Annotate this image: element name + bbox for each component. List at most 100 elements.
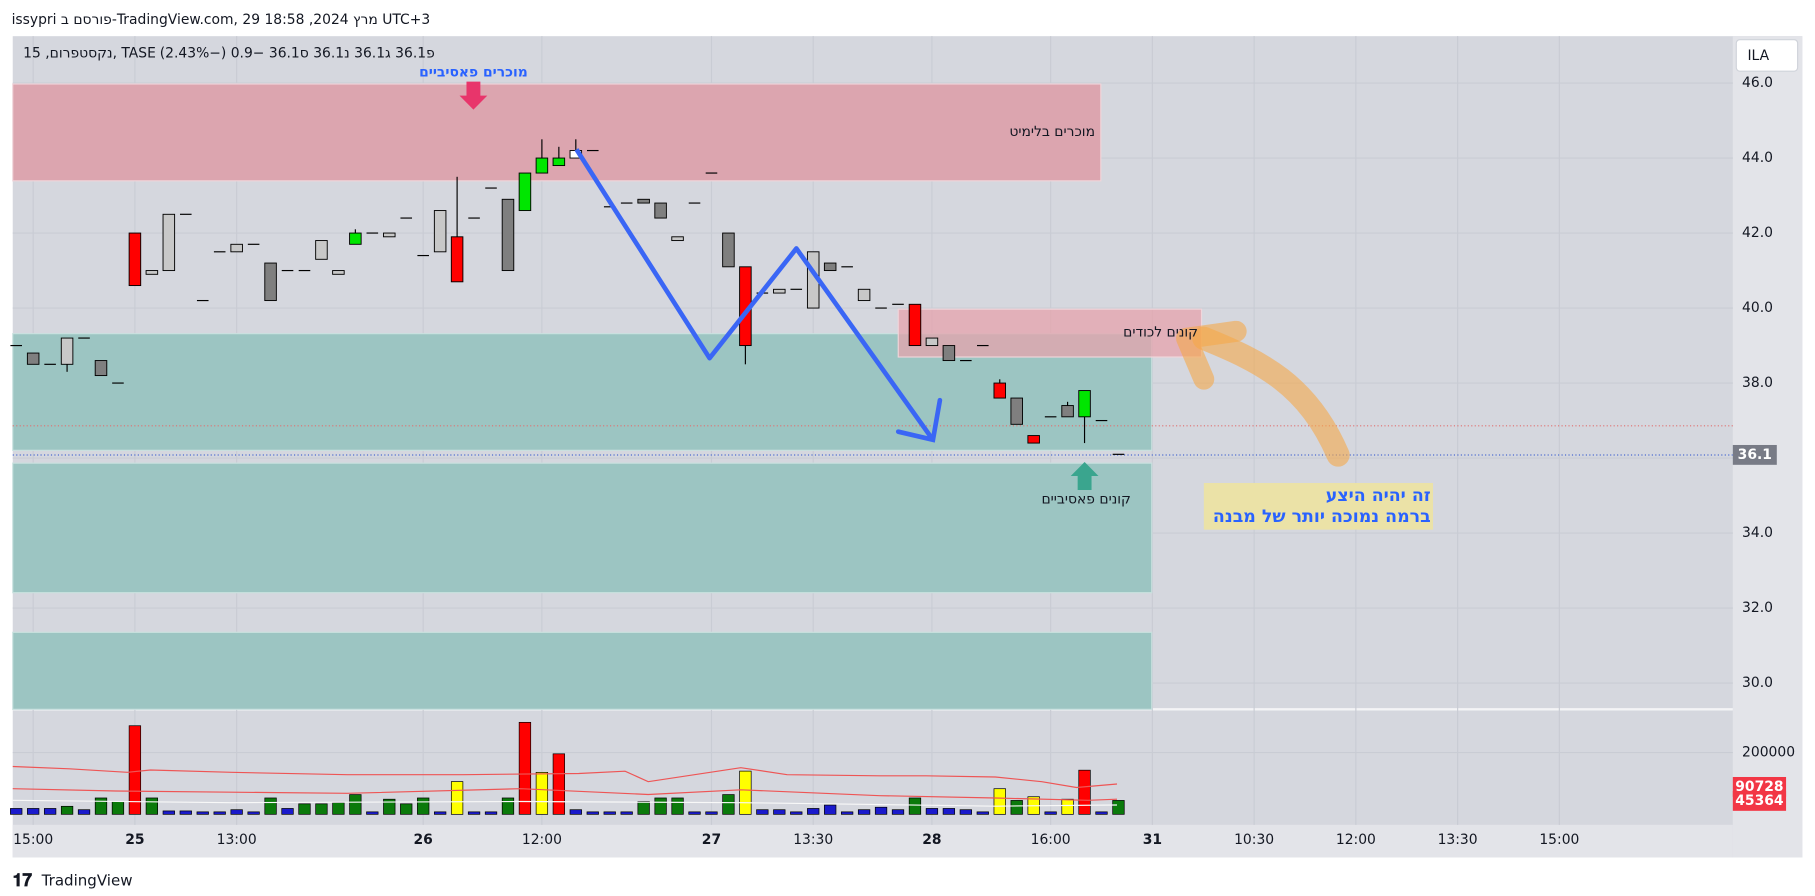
candle-body [264,262,277,302]
candle-body [841,266,853,268]
candle-body [44,363,56,365]
volume-bar [349,794,362,815]
volume-bar [43,808,57,815]
x-tick-label: 25 [125,832,144,848]
y-tick-label: 30.0 [1742,675,1773,691]
buy-zone [12,631,1153,710]
volume-bar [942,808,956,815]
volume-marker-label: 90728 [1735,779,1783,795]
candle-body [450,236,464,283]
volume-bar [637,801,650,815]
volume-bar [213,811,226,815]
candle-body [366,232,379,234]
volume [10,721,1125,815]
candle-body [908,303,922,347]
candle-body [145,270,159,275]
candles [10,139,1125,455]
x-tick-label: 31 [1143,832,1162,848]
up-arrow [1070,462,1099,490]
x-tick-label: 15:00 [1539,832,1579,848]
volume-bar [586,811,599,815]
volume-bar [518,721,532,815]
x-tick-label: 28 [922,832,941,848]
curved-arrow [1192,326,1350,467]
volume-bar [569,809,582,815]
candle-body [298,269,311,272]
y-tick-label: 42.0 [1742,225,1773,241]
arrow-head [895,397,943,443]
volume-bar [705,811,718,815]
volume-bar [807,808,820,815]
annotation: קונים לכודים [1123,324,1198,340]
candle-body [1095,419,1108,422]
last-price-box [1732,444,1777,465]
candle-body [60,337,74,365]
ohlc-text: פ36.1 ג36.1 נ36.1 ס36.1 −0.9 (−2.43%) [160,46,435,62]
symbol: נקסטפרום, 15, TASE [23,46,156,62]
candle-body [1027,435,1040,444]
y-tick-label: 44.0 [1742,150,1773,166]
x-tick-label: 13:00 [217,832,257,848]
candle-body [485,187,497,189]
candle-body [400,217,413,219]
volume-bar [230,809,243,815]
candle-body [603,206,616,208]
candle-body [993,382,1007,399]
volume-bar [145,797,159,815]
candle-body [535,157,549,174]
x-tick-label: 12:00 [1336,832,1376,848]
x-tick-label: 12:00 [522,832,562,848]
last-price-label: 36.1 [1738,447,1772,463]
note-text: זה יהיה היצע [1326,486,1431,506]
volume-bar [264,797,277,815]
candle-body [196,299,209,302]
volume-bar [162,810,175,815]
candle-body [620,202,633,204]
volume-bar [315,803,328,815]
volume-bar [484,811,498,815]
curved-arrow-head [1176,320,1247,390]
x-tick-label: 10:30 [1234,832,1274,848]
volume-bar [417,797,430,815]
candle-body [230,243,243,253]
candle-body [654,202,667,219]
y-tick-label: 40.0 [1742,300,1773,316]
candle-body [179,213,192,215]
candle-body [857,288,871,302]
volume-bar [1061,798,1074,815]
volume-bar [993,788,1006,815]
note-box [1203,483,1434,530]
candle-body [417,254,429,257]
candle-body [1010,397,1023,425]
candle-body [468,217,480,219]
volume-bar [434,811,447,815]
down-arrow [459,81,488,110]
currency-button[interactable] [1735,39,1799,72]
volume-bar [1095,811,1108,815]
volume-bar [281,808,294,815]
volume-bar [688,811,701,815]
volume-bar [27,808,40,815]
y-tick-label: 38.0 [1742,375,1773,391]
volume-bar [60,805,74,815]
candle-body [501,198,515,272]
candle-body [247,243,260,245]
candle-body [977,344,989,347]
y-tick-label: 34.0 [1742,525,1773,541]
candle-body [349,232,362,245]
candle-body [960,359,972,362]
x-tick-label: 15:00 [13,832,53,848]
volume-bar [739,770,752,815]
volume-bar [654,797,667,815]
volume-bar [467,811,481,815]
zigzag-arrow [574,148,935,442]
buy-zone [12,462,1153,594]
currency: ILA [1747,48,1769,64]
sell-zone [12,83,1102,182]
volume-bar [959,809,972,815]
volume-bar [824,804,837,815]
candle-body [315,240,328,260]
volume-bar [603,811,616,815]
volume-bar [976,811,989,815]
candle-body [94,360,108,377]
